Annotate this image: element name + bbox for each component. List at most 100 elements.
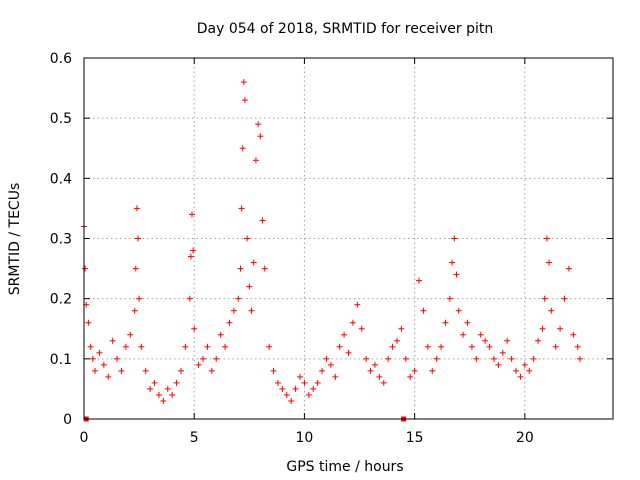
data-point bbox=[376, 373, 383, 380]
data-point bbox=[453, 271, 460, 278]
data-point bbox=[279, 385, 286, 392]
data-point bbox=[446, 295, 453, 302]
data-point bbox=[127, 331, 134, 338]
data-point bbox=[252, 157, 259, 164]
x-tick-label: 20 bbox=[516, 430, 534, 446]
data-point bbox=[235, 295, 242, 302]
data-point bbox=[259, 217, 266, 224]
x-tick-label: 5 bbox=[190, 430, 199, 446]
data-point bbox=[132, 265, 139, 272]
data-point bbox=[319, 367, 326, 374]
data-point bbox=[89, 355, 96, 362]
data-point bbox=[449, 259, 456, 266]
data-point bbox=[200, 355, 207, 362]
data-point bbox=[151, 379, 158, 386]
data-point bbox=[266, 343, 273, 350]
grid-layer bbox=[84, 58, 613, 419]
tick-layer: 0 0.1 0.2 0.3 0.4 0.5 0.6 0 5 10 15 20 bbox=[50, 51, 613, 446]
data-point bbox=[349, 319, 356, 326]
data-point bbox=[133, 205, 140, 212]
data-point bbox=[546, 259, 553, 266]
data-point bbox=[539, 325, 546, 332]
data-point bbox=[122, 343, 129, 350]
data-point bbox=[246, 283, 253, 290]
data-point bbox=[173, 379, 180, 386]
data-point bbox=[393, 337, 400, 344]
data-point bbox=[255, 121, 262, 128]
data-point bbox=[468, 343, 475, 350]
data-point bbox=[513, 367, 520, 374]
data-point bbox=[217, 331, 224, 338]
data-point bbox=[460, 331, 467, 338]
y-tick-label: 0.5 bbox=[50, 111, 72, 127]
x-tick-label: 0 bbox=[80, 430, 89, 446]
data-point bbox=[548, 307, 555, 314]
data-point bbox=[541, 295, 548, 302]
data-point bbox=[82, 265, 89, 272]
data-point bbox=[442, 319, 449, 326]
data-point bbox=[195, 361, 202, 368]
data-point bbox=[109, 337, 116, 344]
data-point bbox=[182, 343, 189, 350]
y-tick-label: 0.4 bbox=[50, 171, 72, 187]
data-point bbox=[451, 235, 458, 242]
data-point bbox=[561, 295, 568, 302]
data-point bbox=[495, 361, 502, 368]
data-point bbox=[222, 343, 229, 350]
data-point bbox=[482, 337, 489, 344]
y-tick-label: 0.6 bbox=[50, 51, 72, 67]
data-point bbox=[118, 367, 125, 374]
points-layer bbox=[81, 79, 583, 422]
data-point bbox=[238, 205, 245, 212]
data-point bbox=[257, 133, 264, 140]
data-point bbox=[164, 385, 171, 392]
data-point bbox=[420, 307, 427, 314]
data-point bbox=[398, 325, 405, 332]
data-point bbox=[241, 97, 248, 104]
data-point bbox=[385, 355, 392, 362]
data-point bbox=[114, 355, 121, 362]
x-axis-label: GPS time / hours bbox=[286, 459, 403, 475]
data-point bbox=[521, 361, 528, 368]
data-point bbox=[323, 355, 330, 362]
data-point bbox=[429, 367, 436, 374]
data-point bbox=[136, 295, 143, 302]
data-point bbox=[135, 235, 142, 242]
data-point bbox=[248, 307, 255, 314]
data-point bbox=[336, 343, 343, 350]
data-point bbox=[455, 307, 462, 314]
data-point bbox=[380, 379, 387, 386]
data-point bbox=[100, 361, 107, 368]
data-point bbox=[213, 355, 220, 362]
data-point bbox=[464, 319, 471, 326]
data-point bbox=[504, 337, 511, 344]
data-point bbox=[160, 397, 167, 404]
data-point bbox=[292, 385, 299, 392]
data-point bbox=[433, 355, 440, 362]
data-point bbox=[371, 361, 378, 368]
data-point bbox=[187, 253, 194, 260]
y-tick-label: 0.3 bbox=[50, 232, 72, 248]
data-point bbox=[565, 265, 572, 272]
data-point bbox=[407, 373, 414, 380]
data-point bbox=[274, 379, 281, 386]
data-point bbox=[92, 367, 99, 374]
data-point bbox=[189, 211, 196, 218]
data-point bbox=[85, 319, 92, 326]
data-point bbox=[389, 343, 396, 350]
data-point bbox=[508, 355, 515, 362]
data-point bbox=[190, 247, 197, 254]
data-point bbox=[204, 343, 211, 350]
data-point bbox=[574, 343, 581, 350]
data-point bbox=[240, 79, 247, 86]
data-point bbox=[535, 337, 542, 344]
data-point bbox=[283, 391, 290, 398]
data-point bbox=[226, 319, 233, 326]
data-point bbox=[576, 355, 583, 362]
y-tick-label: 0.2 bbox=[50, 292, 72, 308]
data-point bbox=[191, 325, 198, 332]
data-point bbox=[438, 343, 445, 350]
data-point bbox=[105, 373, 112, 380]
data-point bbox=[332, 373, 339, 380]
